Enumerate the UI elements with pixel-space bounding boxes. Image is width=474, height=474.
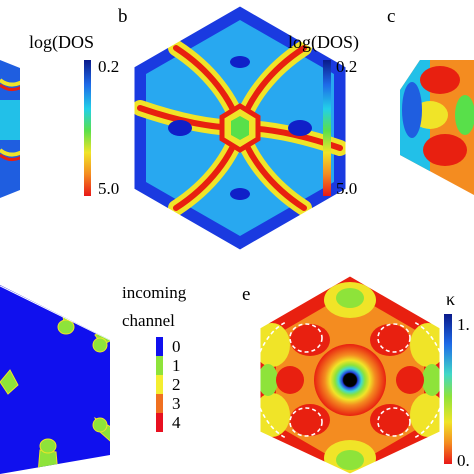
panel-e-colorbar-title: κ <box>446 289 455 309</box>
panel-d-legend-swatch-3 <box>156 394 163 413</box>
panel-a-tick-bottom: 5.0 <box>98 179 119 198</box>
panel-b-colorbar <box>323 60 331 196</box>
panel-d-level-4: 4 <box>172 413 181 432</box>
panel-d-legend-swatch-4 <box>156 413 163 432</box>
panel-b-colorbar-title: log(DOS) <box>288 32 359 53</box>
panel-d-map <box>0 285 110 474</box>
panel-a: log(DOS 0.2 5.0 <box>0 32 119 198</box>
panel-d-level-0: 0 <box>172 337 181 356</box>
panel-a-tick-top: 0.2 <box>98 57 119 76</box>
panel-a-colorbar <box>84 60 91 196</box>
panel-b: b <box>118 5 359 251</box>
panel-e-letter: e <box>242 284 250 305</box>
panel-d-legend-line2: channel <box>122 311 175 330</box>
panel-e-map <box>260 276 440 474</box>
panel-d-legend-swatch-0 <box>156 337 163 356</box>
panel-e: e <box>242 275 470 474</box>
panel-d-level-3: 3 <box>172 394 181 413</box>
panel-d-level-2: 2 <box>172 375 181 394</box>
panel-e-hex-outline <box>259 275 441 474</box>
panel-d-legend-line1: incoming <box>122 283 187 302</box>
panel-b-letter: b <box>118 6 128 27</box>
panel-d-legend-swatch-2 <box>156 375 163 394</box>
panel-c-letter: c <box>387 6 395 27</box>
panel-b-hex-outline <box>133 5 347 251</box>
panel-e-tick-bottom: 0. <box>457 451 470 470</box>
panel-c-map <box>400 60 474 195</box>
panel-e-colorbar <box>444 314 452 464</box>
panel-b-tick-top: 0.2 <box>336 57 357 76</box>
panel-d: incoming channel 0 1 2 3 4 <box>0 283 187 474</box>
panel-a-map <box>0 60 20 198</box>
panel-b-tick-bottom: 5.0 <box>336 179 357 198</box>
panel-d-level-1: 1 <box>172 356 181 375</box>
panel-c: c <box>387 6 474 195</box>
panel-a-colorbar-title: log(DOS <box>29 32 94 53</box>
panel-d-legend-swatch-1 <box>156 356 163 375</box>
panel-e-tick-top: 1. <box>457 315 470 334</box>
panel-d-legend: 0 1 2 3 4 <box>156 337 181 432</box>
